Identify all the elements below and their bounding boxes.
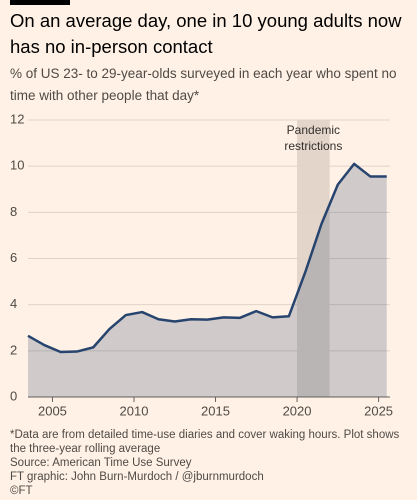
- x-tick-label: 2020: [283, 403, 312, 418]
- y-tick-label: 10: [10, 158, 24, 173]
- x-tick-label: 2010: [120, 403, 149, 418]
- y-tick-label: 0: [10, 388, 17, 403]
- brand-bar: [10, 0, 70, 5]
- source: Source: American Time Use Survey: [10, 457, 192, 469]
- line: [27, 162, 387, 354]
- footnotes: *Data are from detailed time-use diaries…: [10, 428, 410, 498]
- y-tick-label: 4: [10, 296, 17, 311]
- y-tick-label: 6: [10, 250, 17, 265]
- y-tick-label: 8: [10, 204, 17, 219]
- credit: FT graphic: John Burn-Murdoch / @jburnmu…: [10, 471, 264, 483]
- annotation: Pandemic: [287, 123, 340, 137]
- x-tick-label: 2015: [201, 403, 230, 418]
- area: [28, 163, 387, 397]
- chart: Pandemic restrictions 0 2 4 6 8 10 12 2005 2010 201…: [10, 111, 393, 418]
- footnote: *Data are from detailed time-use diaries…: [10, 429, 400, 455]
- annotation: restrictions: [284, 139, 342, 153]
- chart-title: On an average day, one in 10 young adult…: [10, 10, 402, 57]
- x-tick-label: 2005: [38, 403, 67, 418]
- y-tick-label: 2: [10, 342, 17, 357]
- y-tick-label: 12: [10, 111, 24, 126]
- chart-subtitle: % of US 23- to 29-year-olds surveyed in …: [10, 66, 397, 103]
- x-tick-label: 2025: [364, 403, 393, 418]
- copyright: ©FT: [10, 485, 33, 497]
